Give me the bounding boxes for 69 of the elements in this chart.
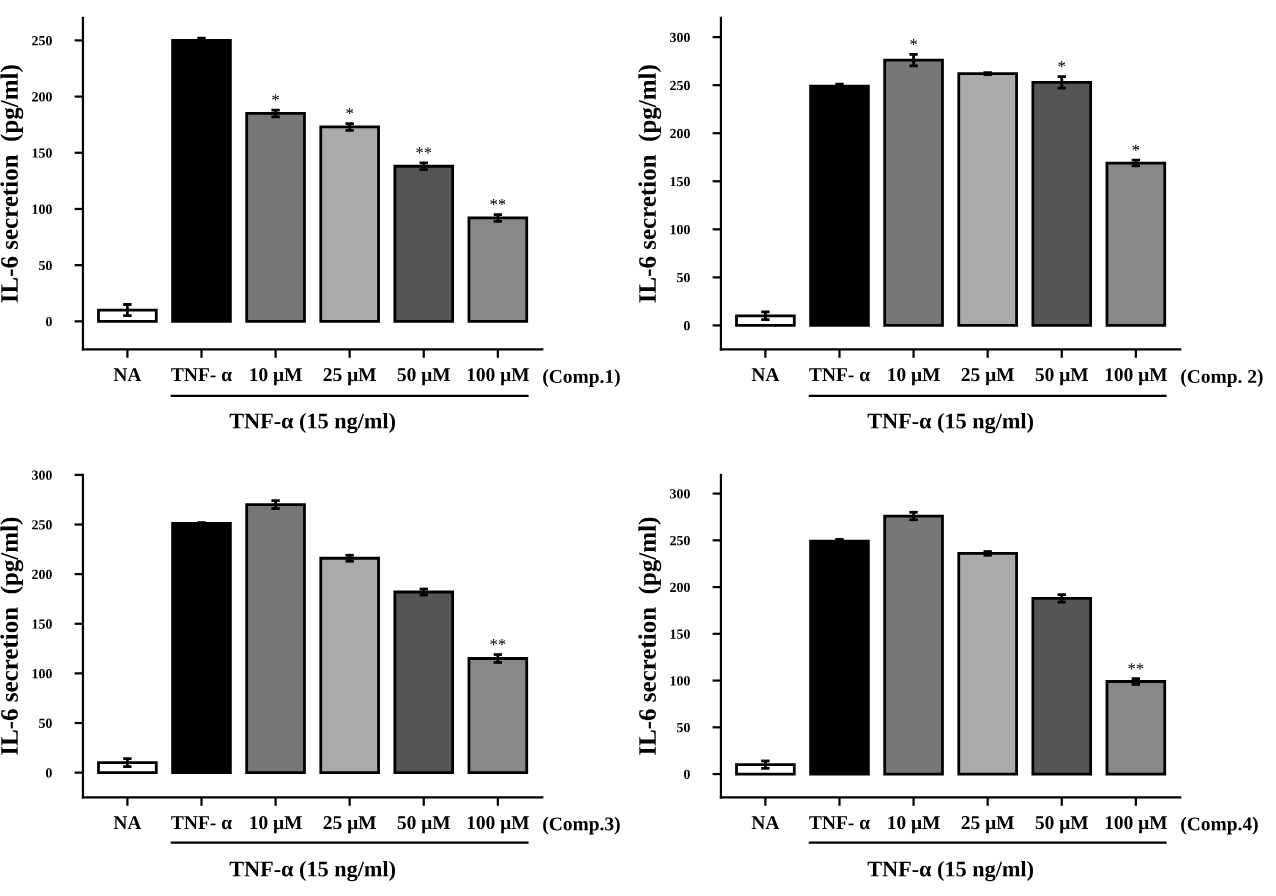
- text: (Comp.1): [543, 369, 620, 387]
- x-tick-label: 25 μM: [961, 368, 1014, 386]
- annotation: **: [490, 639, 506, 646]
- x-tick-label: 10 μM: [250, 816, 302, 834]
- x-axis-title: TNF-α (15 ng/ml): [867, 412, 1033, 434]
- x-tick-label: 100 μM: [467, 368, 529, 386]
- annotation: *: [1058, 61, 1066, 68]
- x-axis-title: TNF-α (15 ng/ml): [867, 860, 1033, 882]
- bar: [1031, 80, 1093, 327]
- x-tick-label: 50 μM: [1035, 816, 1089, 834]
- bar: [97, 308, 158, 323]
- bar: [467, 657, 529, 775]
- bar: [957, 552, 1018, 776]
- bar: [1105, 680, 1167, 776]
- x-tick-label: 10 μM: [888, 816, 940, 834]
- bar: [319, 556, 380, 775]
- bar: [393, 590, 455, 775]
- annotation: *: [272, 94, 279, 101]
- y-axis-title: IL-6 secretion (pg/ml): [0, 65, 24, 303]
- annotation: **: [416, 147, 432, 154]
- x-tick-label: NA: [751, 368, 780, 381]
- text: (Comp.4): [1181, 816, 1258, 835]
- bar: [97, 761, 158, 775]
- bar: [883, 58, 944, 327]
- text: (Comp. 2): [1181, 369, 1263, 387]
- bar: [957, 72, 1018, 327]
- annotation: **: [490, 199, 506, 206]
- bar: [393, 164, 455, 323]
- bar: [245, 503, 306, 775]
- x-tick-label: 25 μM: [323, 816, 376, 834]
- bar: [1031, 596, 1093, 776]
- x-tick-label: 25 μM: [323, 368, 376, 386]
- bar: [809, 539, 870, 776]
- annotation: *: [346, 107, 354, 115]
- bar: [1105, 161, 1167, 327]
- x-tick-label: NA: [113, 368, 142, 381]
- bar: [735, 314, 796, 327]
- bar: [171, 522, 232, 775]
- x-tick-label: 10 μM: [250, 368, 302, 386]
- text: (Comp.3): [543, 816, 620, 835]
- bar: [171, 39, 232, 323]
- x-tick-label: NA: [751, 816, 780, 829]
- bar: [883, 514, 944, 776]
- x-tick-label: TNF- α: [171, 368, 232, 382]
- x-axis-title: TNF-α (15 ng/ml): [229, 412, 395, 434]
- y-axis-title: IL-6 secretion (pg/ml): [0, 517, 24, 755]
- bar: [809, 84, 870, 327]
- y-axis-title: IL-6 secretion (pg/ml): [638, 65, 662, 303]
- annotation: **: [1128, 663, 1144, 670]
- x-tick-label: TNF- α: [809, 368, 870, 382]
- bar: [245, 112, 306, 323]
- bar: [735, 763, 796, 776]
- x-tick-label: 50 μM: [397, 368, 451, 386]
- x-tick-label: 100 μM: [1105, 816, 1167, 834]
- x-tick-label: 25 μM: [961, 816, 1014, 834]
- x-tick-label: 100 μM: [467, 816, 529, 834]
- x-tick-label: TNF- α: [171, 816, 232, 830]
- x-tick-label: 50 μM: [1035, 368, 1089, 386]
- x-tick-label: NA: [113, 816, 142, 829]
- annotation: *: [910, 39, 917, 46]
- bar: [319, 125, 380, 323]
- bar: [467, 216, 529, 323]
- y-axis-title: IL-6 secretion (pg/ml): [638, 517, 662, 755]
- x-axis-title: TNF-α (15 ng/ml): [229, 860, 395, 882]
- annotation: *: [1132, 144, 1140, 151]
- x-tick-label: 100 μM: [1105, 368, 1167, 386]
- x-tick-label: 10 μM: [888, 368, 940, 386]
- x-tick-label: TNF- α: [809, 816, 870, 830]
- x-tick-label: 50 μM: [397, 816, 451, 834]
